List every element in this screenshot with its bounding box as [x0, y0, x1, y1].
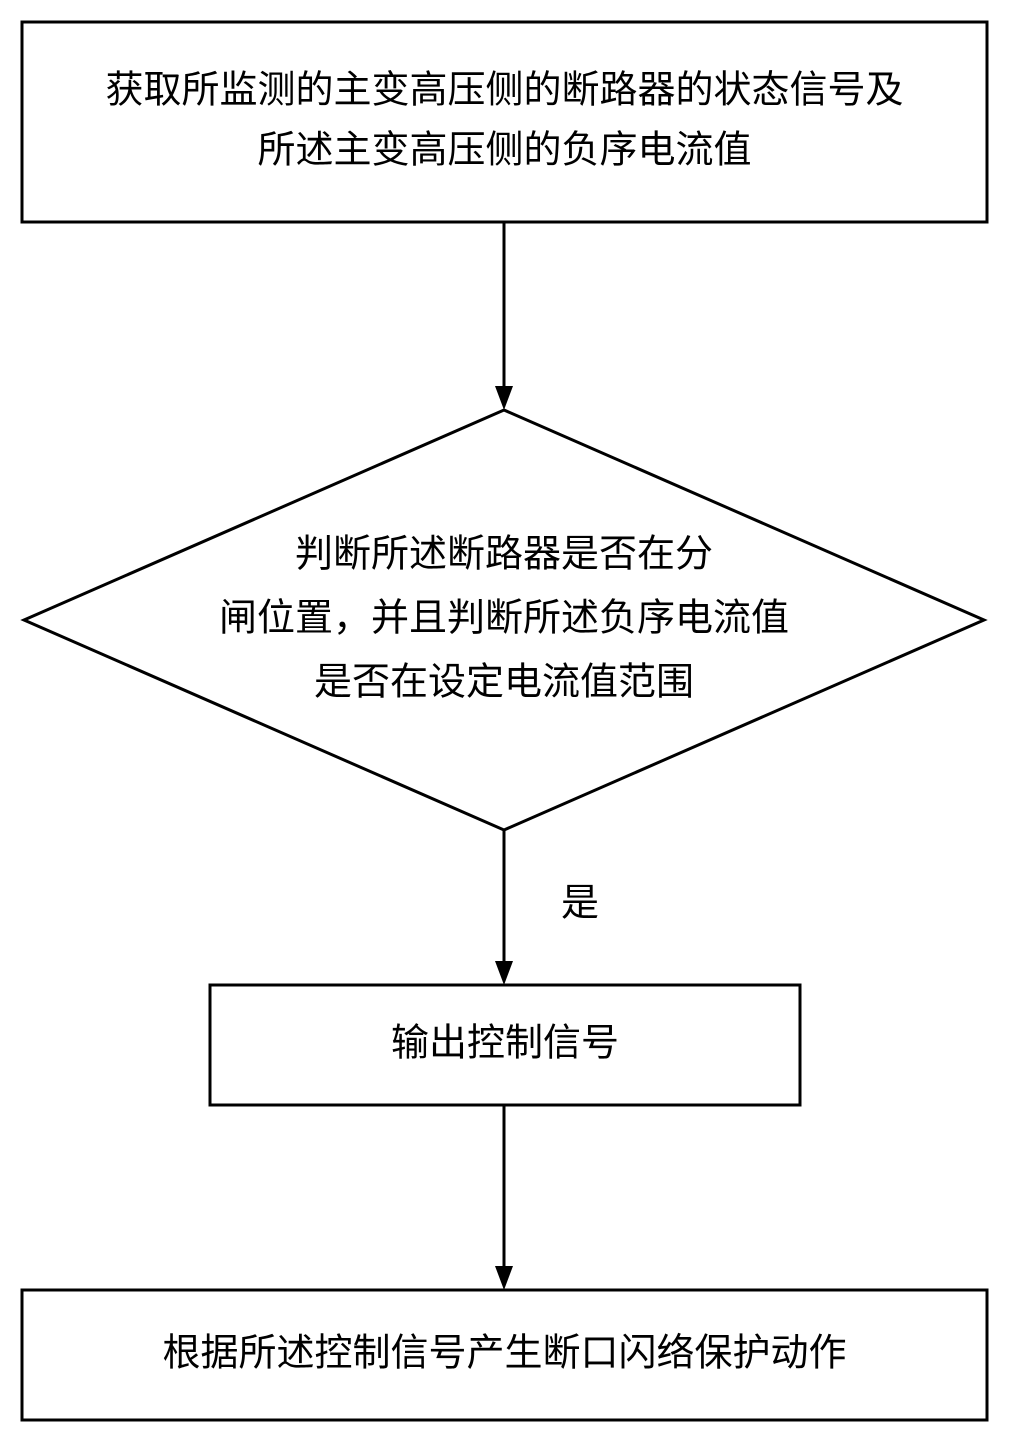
flow-decision-text-n2: 闸位置，并且判断所述负序电流值	[219, 586, 789, 641]
flow-decision-text-n2: 是否在设定电流值范围	[314, 650, 694, 705]
flow-decision-text-n2: 判断所述断路器是否在分	[295, 522, 713, 577]
arrow-head	[495, 961, 513, 985]
flow-node-text-n4: 根据所述控制信号产生断口闪络保护动作	[162, 1321, 846, 1376]
flow-node-text-n1: 所述主变高压侧的负序电流值	[257, 118, 751, 173]
arrow-head	[495, 1266, 513, 1290]
arrow-head	[495, 386, 513, 410]
flow-edge-label-n2-n3: 是	[561, 871, 599, 926]
flow-node-text-n1: 获取所监测的主变高压侧的断路器的状态信号及	[105, 58, 903, 113]
flow-node-text-n3: 输出控制信号	[391, 1011, 619, 1066]
